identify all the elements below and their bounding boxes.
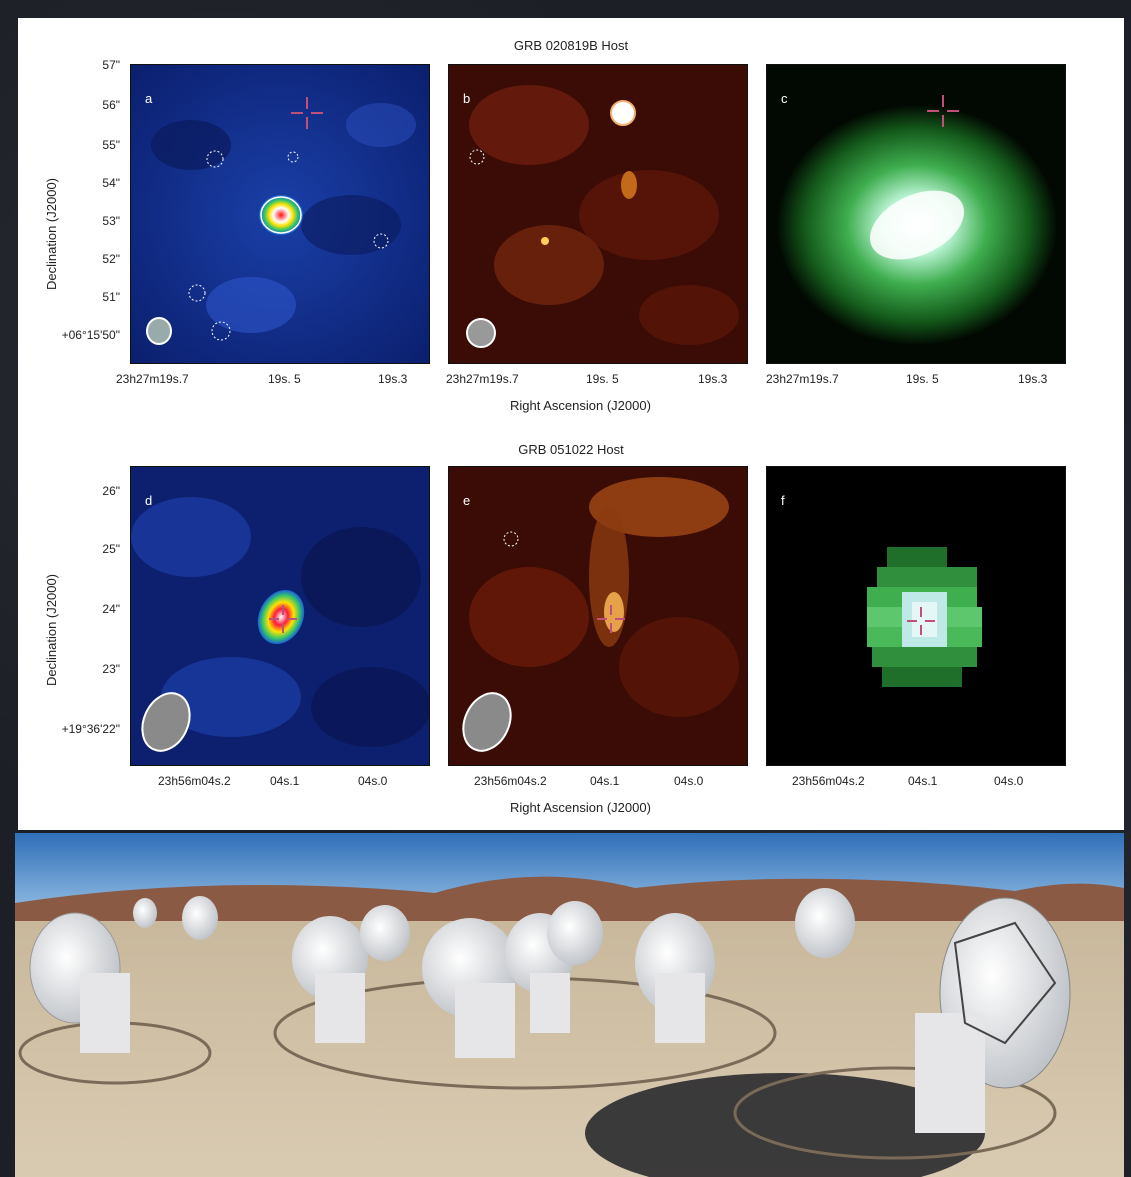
panel-c-green-map: c xyxy=(766,64,1066,364)
xtick: 04s.1 xyxy=(270,774,300,788)
ytick: +19°36'22" xyxy=(61,722,120,736)
xtick: 04s.0 xyxy=(994,774,1024,788)
ytick: 57" xyxy=(102,58,120,72)
antenna-dishes xyxy=(29,888,1071,1133)
ytick: 53" xyxy=(102,214,120,228)
bottom-row-title: GRB 051022 Host xyxy=(518,442,624,457)
xtick: 23h27m19s.7 xyxy=(766,372,839,386)
crosshair-marker xyxy=(291,97,323,129)
panel-letter: d xyxy=(145,493,153,508)
panel-a-blue-map: a xyxy=(130,64,430,364)
ytick: 23" xyxy=(102,662,120,676)
xtick: 19s. 5 xyxy=(268,372,301,386)
panel-letter: c xyxy=(781,91,788,106)
xtick: 04s.0 xyxy=(358,774,388,788)
alma-antenna-photo xyxy=(15,833,1124,1177)
xtick: 04s.1 xyxy=(908,774,938,788)
ytick: +06°15'50" xyxy=(61,328,120,342)
crosshair-marker xyxy=(597,605,625,633)
xtick: 23h56m04s.2 xyxy=(474,774,547,788)
xtick: 04s.0 xyxy=(674,774,704,788)
crosshair-marker xyxy=(269,605,297,633)
bottom-row-ylabel: Declination (J2000) xyxy=(44,573,59,686)
crosshair-marker xyxy=(927,95,959,127)
xtick: 19s.3 xyxy=(698,372,728,386)
panel-e-red-map: e xyxy=(448,466,748,766)
panel-letter: f xyxy=(781,493,785,508)
ytick: 54" xyxy=(102,176,120,190)
top-row-xlabel: Right Ascension (J2000) xyxy=(510,398,651,413)
bottom-row-xlabel: Right Ascension (J2000) xyxy=(510,800,651,815)
grb-host-figure: GRB 020819B Host 57" 56" 55" 54" 53" 52"… xyxy=(18,18,1124,830)
ytick: 24" xyxy=(102,602,120,616)
top-row-ylabel: Declination (J2000) xyxy=(44,177,59,290)
xtick: 23h56m04s.2 xyxy=(158,774,231,788)
ytick: 25" xyxy=(102,542,120,556)
xtick: 04s.1 xyxy=(590,774,620,788)
xtick: 19s.3 xyxy=(1018,372,1048,386)
ytick: 26" xyxy=(102,484,120,498)
xtick: 23h27m19s.7 xyxy=(446,372,519,386)
panel-letter: a xyxy=(145,91,153,106)
xtick: 23h27m19s.7 xyxy=(116,372,189,386)
ytick: 52" xyxy=(102,252,120,266)
ytick: 55" xyxy=(102,138,120,152)
pixelated-source xyxy=(867,547,982,687)
panel-b-red-map: b xyxy=(448,64,748,364)
xtick: 19s. 5 xyxy=(906,372,939,386)
panel-f-green-map: f xyxy=(766,466,1066,766)
ytick: 51" xyxy=(102,290,120,304)
panel-letter: e xyxy=(463,493,471,508)
ytick: 56" xyxy=(102,98,120,112)
xtick: 19s. 5 xyxy=(586,372,619,386)
top-row-title: GRB 020819B Host xyxy=(513,38,629,53)
xtick: 19s.3 xyxy=(378,372,408,386)
xtick: 23h56m04s.2 xyxy=(792,774,865,788)
panel-d-blue-map: d xyxy=(130,466,430,766)
crosshair-marker xyxy=(907,607,935,635)
panel-letter: b xyxy=(463,91,471,106)
